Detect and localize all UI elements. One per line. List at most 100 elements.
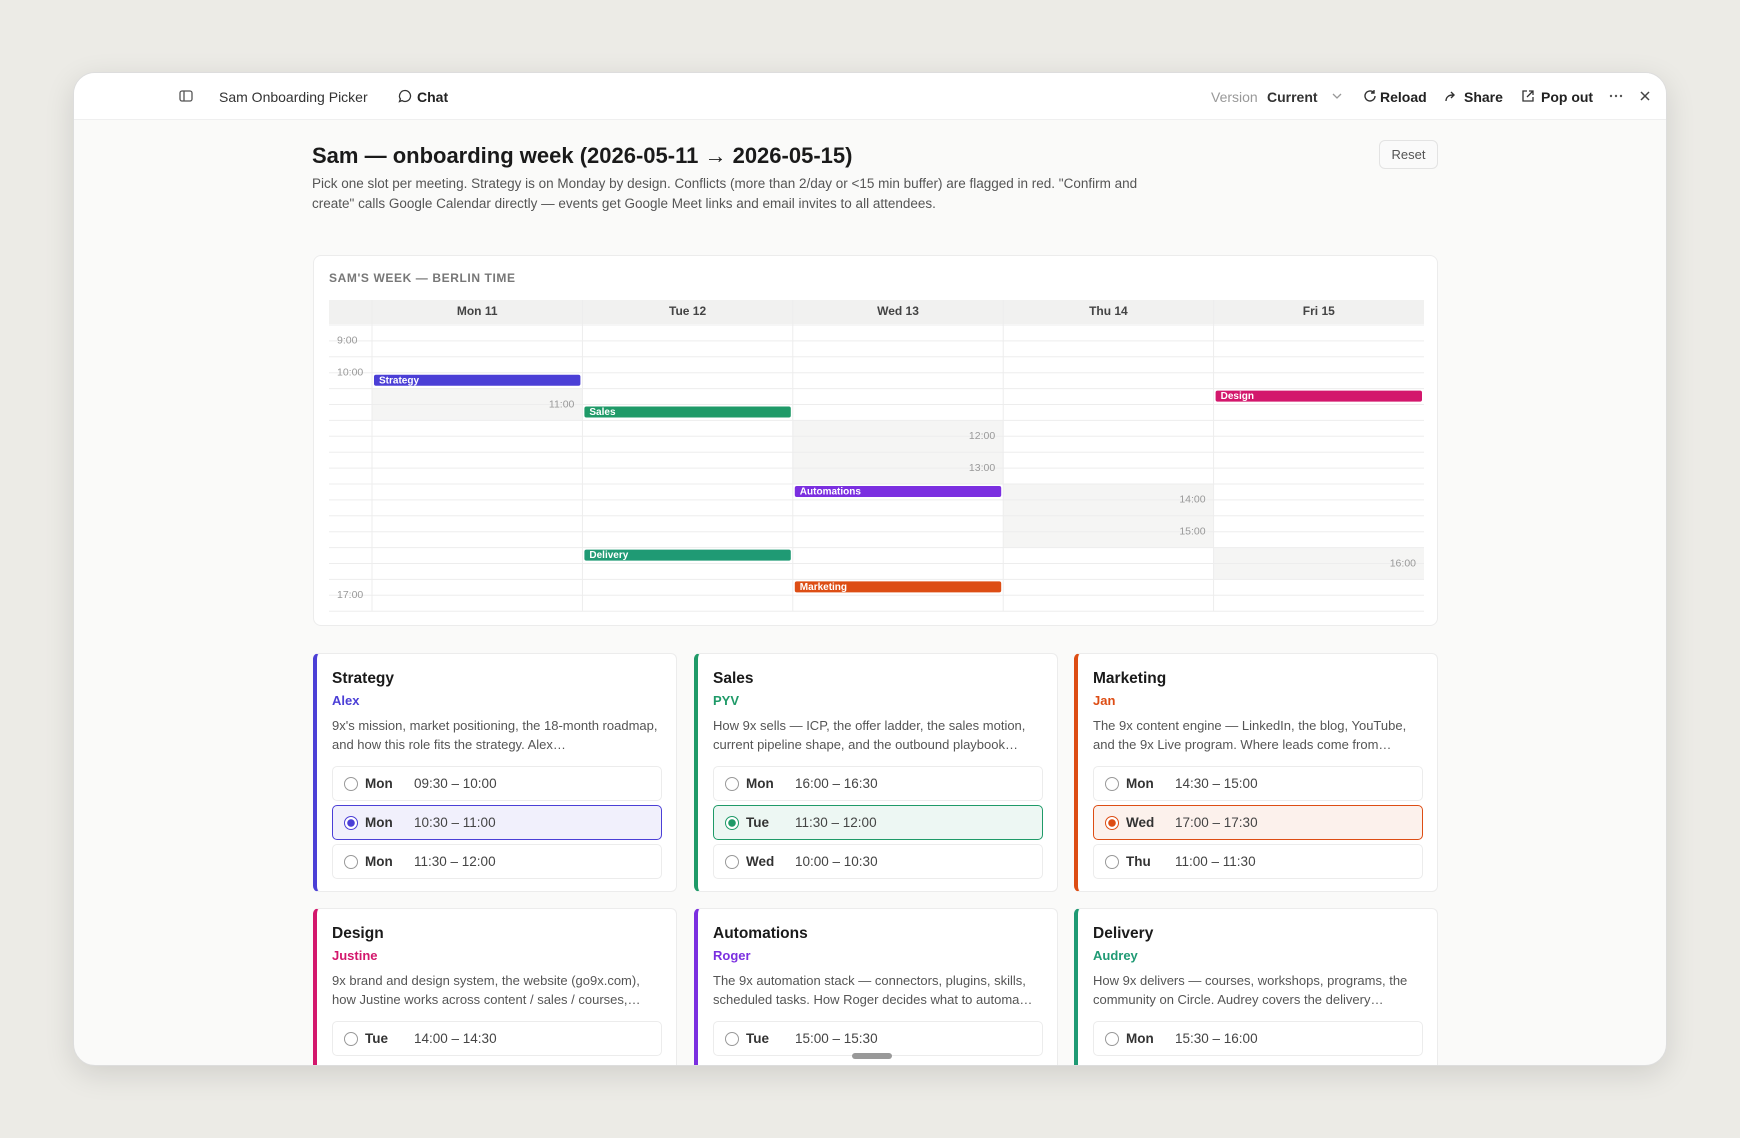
meeting-title: Sales [713,670,754,687]
meeting-person: PYV [713,693,740,708]
time-label: 16:00 [1390,557,1416,569]
share-button[interactable]: Share [1464,89,1503,105]
event-label: Delivery [589,550,628,561]
reload-icon [1364,90,1376,102]
event-bar [794,486,1002,497]
close-button[interactable] [1637,88,1653,104]
chat-button[interactable]: Chat [417,89,449,105]
meeting-card: Automations Roger The 9x automation stack … [694,908,1058,1065]
slot-option[interactable]: Mon 15:30 – 16:00 [1093,1021,1423,1056]
slot-option[interactable]: Wed 10:00 – 10:30 [713,844,1043,879]
slot-time: 11:00 – 11:30 [1175,854,1256,869]
slot-option[interactable]: Mon 10:30 – 11:00 [332,805,662,840]
time-label: 10:00 [337,366,363,378]
slot-option[interactable]: Tue 14:00 – 14:30 [332,1021,662,1056]
time-label: 13:00 [969,462,995,474]
slot-day: Mon [365,815,393,830]
app-name: Sam Onboarding Picker [219,89,368,105]
time-label: 15:00 [1179,525,1205,537]
event-label: Sales [589,407,616,418]
meeting-card: Marketing Jan The 9x content engine — Link… [1074,653,1438,892]
radio[interactable] [1105,1032,1119,1046]
popout-button[interactable]: Pop out [1541,89,1594,105]
meeting-person: Audrey [1093,948,1138,963]
chevron [1332,93,1342,99]
reload-button[interactable]: Reload [1380,89,1427,105]
slot-time: 11:30 – 12:00 [795,815,877,830]
radio[interactable] [344,855,358,869]
toolbar [74,73,1666,120]
week-calendar: SAM'S WEEK — BERLIN TIME Mon 11 Tue 12 Wed … [313,255,1438,626]
event-label: Design [1221,391,1254,402]
page-description: Pick one slot per meeting. Strategy is o… [312,176,1138,211]
slot-option[interactable]: Mon 16:00 – 16:30 [713,766,1043,801]
slot-day: Mon [365,776,393,791]
version-select[interactable]: Current [1267,89,1318,105]
slot-day: Wed [1126,815,1155,830]
slot-option[interactable]: Tue 11:30 – 12:00 [713,805,1043,840]
radio[interactable] [725,855,739,869]
meeting-card: Delivery Audrey How 9x delivers — courses,… [1074,908,1438,1065]
radio[interactable] [725,816,739,830]
sidebar-toggle[interactable] [178,88,194,104]
slot-time: 16:00 – 16:30 [795,776,878,791]
slot-day: Thu [1126,854,1151,869]
popout-icon [1522,90,1534,102]
event-bar [584,406,791,418]
meeting-person: Justine [332,948,378,963]
radio[interactable] [344,816,358,830]
radio[interactable] [725,1032,739,1046]
time-label: 14:00 [1179,494,1205,506]
slot-time: 11:30 – 12:00 [414,854,496,869]
meeting-card: Design Justine 9x brand and design system,… [313,908,677,1065]
time-label: 11:00 [549,398,575,410]
slot-option[interactable]: Mon 14:30 – 15:00 [1093,766,1423,801]
slot-day: Mon [365,854,393,869]
slot-option[interactable]: Wed 17:00 – 17:30 [1093,805,1423,840]
meeting-description: How 9x delivers — courses, workshops, pr… [1093,973,1408,1007]
chat-icon [398,89,412,103]
meeting-card: Strategy Alex 9x's mission, market positio… [313,653,677,892]
event-bar [794,581,1002,593]
meeting-description: How 9x sells — ICP, the offer ladder, th… [713,718,1026,752]
slot-option[interactable]: Thu 11:00 – 11:30 [1093,844,1423,879]
day-header: Mon 11 [457,304,498,318]
slot-option[interactable]: Mon 11:30 – 12:00 [332,844,662,879]
time-label: 12:00 [969,430,995,442]
calendar-grid: SAM'S WEEK — BERLIN TIME Mon 11 Tue 12 Wed … [329,271,1424,612]
meeting-person: Alex [332,693,360,708]
radio[interactable] [1105,816,1119,830]
meeting-title: Marketing [1093,670,1167,687]
meeting-title: Automations [713,925,808,942]
reset-button[interactable]: Reset [1379,140,1438,169]
radio[interactable] [725,777,739,791]
event-label: Strategy [379,375,419,386]
slot-option[interactable]: Mon 09:30 – 10:00 [332,766,662,801]
slot-time: 17:00 – 17:30 [1175,815,1258,830]
slot-day: Mon [1126,1031,1154,1046]
calendar-heading: SAM'S WEEK — BERLIN TIME [329,271,516,285]
slot-day: Mon [746,776,774,791]
day-header: Fri 15 [1303,304,1335,318]
slot-time: 15:00 – 15:30 [795,1031,878,1046]
meeting-title: Strategy [332,670,395,687]
radio[interactable] [344,1032,358,1046]
meeting-description: The 9x content engine — LinkedIn, the bl… [1093,718,1407,752]
slot-day: Tue [746,1031,769,1046]
meeting-title: Delivery [1093,925,1154,942]
radio[interactable] [1105,777,1119,791]
version-label: Version [1211,89,1258,105]
meeting-person: Roger [713,948,751,963]
slot-option[interactable]: Tue 15:00 – 15:30 [713,1021,1043,1056]
day-header: Wed 13 [877,304,919,318]
scroll-indicator [852,1053,892,1059]
day-header: Tue 12 [669,304,706,318]
radio[interactable] [344,777,358,791]
event-label: Marketing [800,582,847,593]
meeting-title: Design [332,925,384,942]
radio[interactable] [1105,855,1119,869]
meeting-description: The 9x automation stack — connectors, pl… [713,973,1033,1007]
more-button[interactable] [1608,88,1624,104]
event-bar [374,374,581,386]
